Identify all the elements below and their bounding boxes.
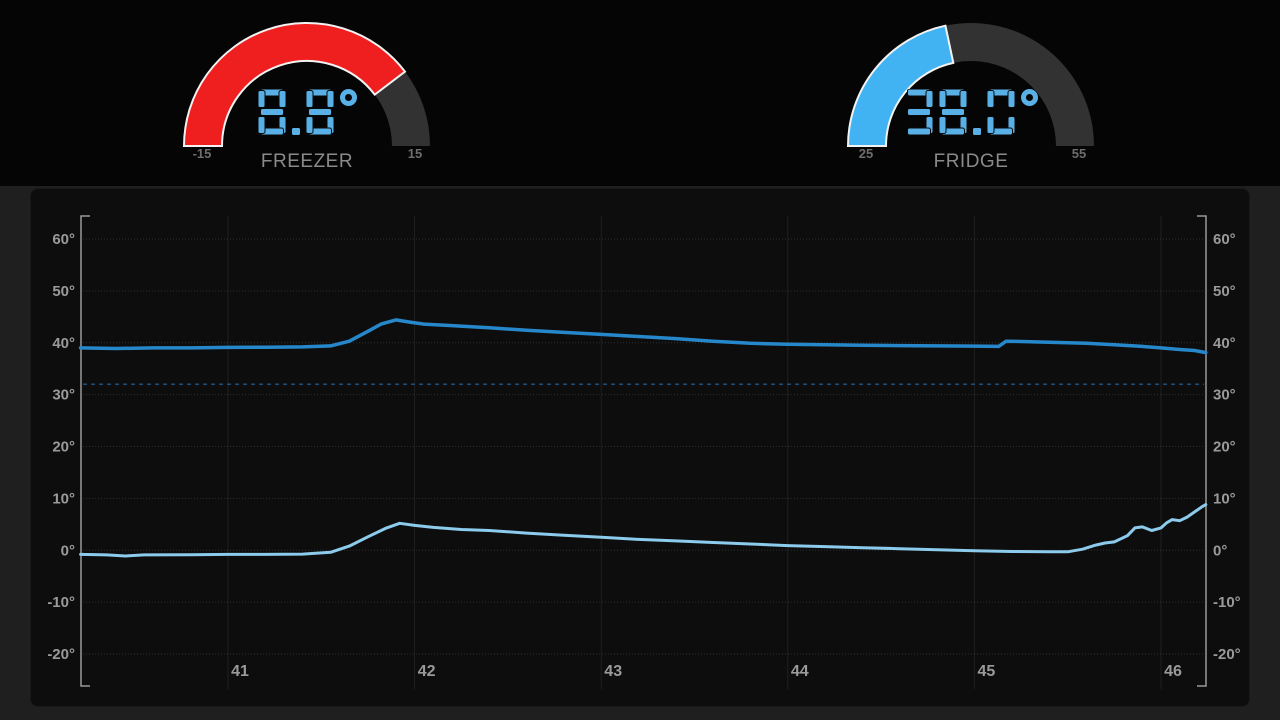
y-tick-label-left: 20° [52,439,75,456]
fridge-gauge-arc: 25 55 [846,23,1094,161]
series-line-freezer [79,503,1208,558]
freezer-gauge-min: -15 [193,146,212,161]
y-tick-label-left: 0° [61,542,75,559]
x-tick-label: 42 [418,663,436,680]
y-tick-label-right: -20° [1213,646,1241,663]
y-tick-label-right: 40° [1213,335,1236,352]
y-tick-label-right: -10° [1213,594,1241,611]
x-tick-label: 44 [791,663,809,680]
series-line-fridge [78,318,1208,355]
y-tick-label-left: -10° [47,594,75,611]
x-tick-label: 43 [604,663,622,680]
y-tick-label-left: 30° [52,387,75,404]
y-tick-label-right: 0° [1213,542,1227,559]
fridge-gauge-min: 25 [859,146,873,161]
temperature-chart-plot[interactable]: 60° 60° 50° 50° 40° 40° 30° 30° 20° 20° 10° 10° 0° 0°… [31,189,1249,706]
fridge-gauge-value [841,89,1101,136]
y-tick-label-left: 60° [52,231,75,248]
gauge-arc-value [846,24,955,147]
freezer-gauge-max: 15 [408,146,422,161]
y-axis-left [80,215,90,687]
gauge-arc-value [182,22,407,147]
y-tick-label-right: 20° [1213,439,1236,456]
freezer-gauge-arc: -15 15 [182,22,430,161]
x-tick-label: 41 [231,663,249,680]
seven-segment-readout [906,89,1038,136]
temperature-chart-panel: 60° 60° 50° 50° 40° 40° 30° 30° 20° 20° 10° 10° 0° 0°… [30,188,1250,707]
y-tick-label-left: 50° [52,283,75,300]
y-tick-label-right: 10° [1213,490,1236,507]
y-tick-label-left: 40° [52,335,75,352]
freezer-gauge-label: FREEZER [260,151,354,172]
seven-segment-readout [257,89,357,136]
y-tick-label-right: 50° [1213,283,1236,300]
gauge-row: -15 15 FREEZER 25 55 FRIDGE [0,0,1280,186]
fridge-gauge-max: 55 [1072,146,1086,161]
y-tick-label-right: 30° [1213,387,1236,404]
y-tick-label-right: 60° [1213,231,1236,248]
x-tick-label: 46 [1164,663,1182,680]
fridge-gauge-label: FRIDGE [933,151,1009,172]
fridge-gauge-panel: 25 55 FRIDGE [841,8,1101,180]
y-axis-right [1197,215,1207,687]
freezer-gauge-panel: -15 15 FREEZER [177,8,437,180]
x-tick-label: 45 [978,663,996,680]
y-tick-label-left: -20° [47,646,75,663]
freezer-gauge-value [177,89,437,136]
y-tick-label-left: 10° [52,490,75,507]
